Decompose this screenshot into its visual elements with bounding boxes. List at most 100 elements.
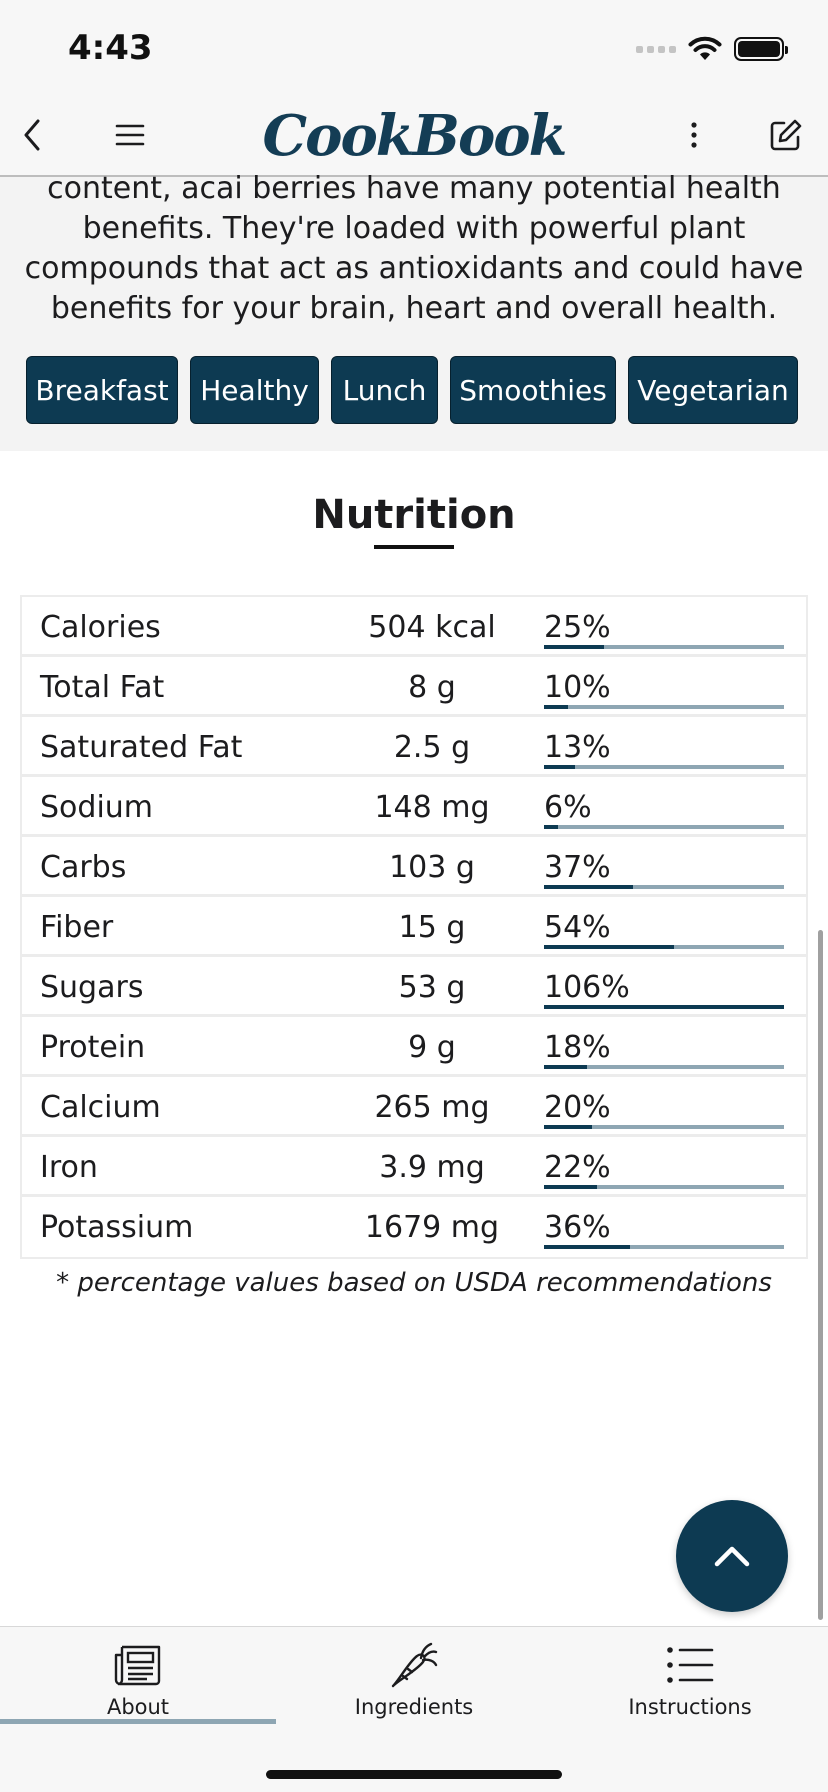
daily-value-bar-fill: [544, 825, 559, 829]
daily-value-bar-fill: [544, 765, 576, 769]
more-options-button[interactable]: [668, 109, 720, 161]
more-vertical-icon: [691, 122, 697, 148]
active-tab-indicator: [0, 1719, 276, 1724]
newspaper-icon: [114, 1645, 161, 1686]
nutrient-percent: 22%: [544, 1150, 611, 1185]
nutrition-row: Carbs 103 g 37%: [22, 837, 806, 897]
nutrient-percent: 37%: [544, 850, 611, 885]
tag-vegetarian[interactable]: Vegetarian: [628, 356, 798, 424]
heading-underline: [374, 545, 454, 549]
daily-value-bar: [544, 945, 784, 949]
tab-about[interactable]: About: [0, 1627, 276, 1723]
nutrient-percent: 54%: [544, 910, 611, 945]
nutrient-percent: 6%: [544, 790, 592, 825]
app-logo: CookBook: [262, 103, 568, 169]
nutrient-percent: 106%: [544, 970, 630, 1005]
nutrient-name: Total Fat: [40, 670, 165, 705]
daily-value-bar-fill: [544, 1005, 784, 1009]
status-icons: [636, 36, 788, 62]
daily-value-bar: [544, 705, 784, 709]
daily-value-bar: [544, 885, 784, 889]
daily-value-bar-fill: [544, 645, 604, 649]
nutrition-heading: Nutrition: [312, 492, 516, 538]
home-indicator: [266, 1770, 562, 1779]
daily-value-bar: [544, 1245, 784, 1249]
nutrition-row: Calories 504 kcal 25%: [22, 597, 806, 657]
battery-icon: [734, 37, 788, 61]
nutrient-percent: 13%: [544, 730, 611, 765]
nutrition-row: Saturated Fat 2.5 g 13%: [22, 717, 806, 777]
tab-instructions-label: Instructions: [628, 1695, 752, 1719]
chevron-left-icon: [24, 119, 40, 151]
tag-lunch[interactable]: Lunch: [331, 356, 438, 424]
nutrition-row: Sugars 53 g 106%: [22, 957, 806, 1017]
nutrient-amount: 15 g: [398, 910, 466, 945]
daily-value-bar: [544, 765, 784, 769]
daily-value-bar: [544, 1125, 784, 1129]
daily-value-bar-fill: [544, 1065, 588, 1069]
recipe-description-section: content, acai berries have many potentia…: [0, 171, 828, 451]
nutrient-amount: 103 g: [389, 850, 475, 885]
nutrient-amount: 9 g: [408, 1030, 456, 1065]
chevron-up-icon: [714, 1546, 750, 1567]
nutrient-name: Saturated Fat: [40, 730, 243, 765]
tag-list: Breakfast Healthy Lunch Smoothies Vegeta…: [26, 356, 802, 424]
status-bar: 4:43: [0, 0, 828, 95]
nutrition-row: Fiber 15 g 54%: [22, 897, 806, 957]
nutrient-amount: 3.9 mg: [379, 1150, 485, 1185]
tab-ingredients[interactable]: Ingredients: [276, 1627, 552, 1723]
nutrient-amount: 265 mg: [374, 1090, 490, 1125]
nutrition-row: Potassium 1679 mg 36%: [22, 1197, 806, 1257]
nutrient-amount: 2.5 g: [393, 730, 471, 765]
nutrient-percent: 18%: [544, 1030, 611, 1065]
nutrient-amount: 1679 mg: [364, 1210, 500, 1245]
cellular-signal-icon: [636, 45, 676, 53]
daily-value-bar-fill: [544, 1125, 592, 1129]
edit-button[interactable]: [760, 109, 812, 161]
nutrient-percent: 20%: [544, 1090, 611, 1125]
nutrition-table: Calories 504 kcal 25% Total Fat 8 g 10% Satura…: [20, 595, 808, 1259]
daily-value-bar-fill: [544, 885, 633, 889]
nutrient-amount: 53 g: [398, 970, 466, 1005]
daily-value-bar: [544, 1065, 784, 1069]
daily-value-bar: [544, 1185, 784, 1189]
nutrient-name: Iron: [40, 1150, 98, 1185]
nutrition-row: Total Fat 8 g 10%: [22, 657, 806, 717]
nutrition-row: Sodium 148 mg 6%: [22, 777, 806, 837]
recipe-description: content, acai berries have many potentia…: [24, 171, 804, 326]
tag-healthy[interactable]: Healthy: [190, 356, 319, 424]
nutrient-name: Calories: [40, 610, 161, 645]
nutrient-percent: 10%: [544, 670, 611, 705]
back-button[interactable]: [6, 109, 58, 161]
daily-value-bar-fill: [544, 1245, 631, 1249]
daily-value-bar: [544, 825, 784, 829]
nutrient-name: Calcium: [40, 1090, 161, 1125]
nutrition-footnote: * percentage values based on USDA recomm…: [56, 1268, 772, 1298]
tab-instructions[interactable]: Instructions: [552, 1627, 828, 1723]
wifi-icon: [688, 36, 722, 60]
nutrient-name: Sugars: [40, 970, 144, 1005]
nutrition-row: Iron 3.9 mg 22%: [22, 1137, 806, 1197]
tag-smoothies[interactable]: Smoothies: [450, 356, 616, 424]
nutrient-percent: 36%: [544, 1210, 611, 1245]
nutrition-row: Protein 9 g 18%: [22, 1017, 806, 1077]
nav-bar: CookBook: [0, 95, 828, 177]
scroll-indicator: [818, 930, 823, 1620]
daily-value-bar-fill: [544, 945, 674, 949]
status-time: 4:43: [68, 28, 153, 68]
nutrient-name: Protein: [40, 1030, 146, 1065]
nutrient-name: Potassium: [40, 1210, 194, 1245]
nutrient-name: Carbs: [40, 850, 127, 885]
scroll-to-top-button[interactable]: [676, 1500, 788, 1612]
daily-value-bar: [544, 1005, 784, 1009]
tag-breakfast[interactable]: Breakfast: [26, 356, 178, 424]
list-icon: [667, 1647, 714, 1683]
menu-button[interactable]: [104, 109, 156, 161]
tab-about-label: About: [106, 1695, 170, 1719]
nutrient-name: Fiber: [40, 910, 114, 945]
hamburger-menu-icon: [115, 124, 145, 146]
nutrient-amount: 504 kcal: [368, 610, 496, 645]
daily-value-bar-fill: [544, 705, 568, 709]
daily-value-bar-fill: [544, 1185, 597, 1189]
daily-value-bar: [544, 645, 784, 649]
